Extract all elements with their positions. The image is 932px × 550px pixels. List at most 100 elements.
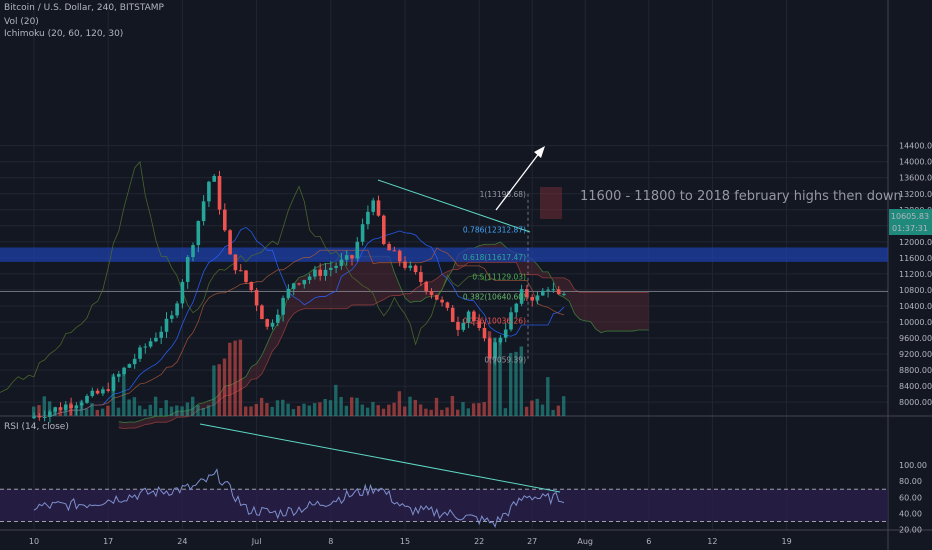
candle-body (376, 200, 381, 216)
candle-body (244, 270, 248, 282)
volume-bar (466, 408, 470, 416)
candle-body (435, 294, 439, 300)
rsi-tick-label: 60.00 (899, 493, 922, 502)
candle-body (32, 416, 36, 419)
candle-body (382, 215, 386, 245)
price-tick-label: 9600.00 (899, 334, 932, 343)
rsi-trendline (199, 423, 561, 493)
volume-bar (445, 407, 449, 416)
volume-bar (493, 337, 497, 416)
candle-body (101, 389, 105, 394)
chart-annotation-text[interactable]: 11600 - 11800 to 2018 february highs the… (580, 189, 902, 204)
candle-body (132, 358, 137, 365)
fib-level-label: 0.236(10036.26) (463, 317, 526, 326)
fib-level-label: 0.382(10640.60) (463, 292, 526, 301)
volume-bar (275, 400, 280, 416)
price-tick-label: 8800.00 (899, 366, 932, 375)
candle-body (450, 307, 455, 322)
volume-bar (291, 409, 296, 416)
price-tick-label: 9200.00 (899, 350, 932, 359)
volume-bar (196, 405, 200, 416)
candle-body (318, 269, 322, 276)
volume-bar (509, 352, 513, 416)
candle-body (307, 276, 312, 280)
volume-bar (371, 401, 375, 416)
candle-body (42, 416, 47, 418)
candle-body (281, 297, 285, 315)
bar-countdown: 01:37:31 (892, 224, 928, 233)
volume-bar (85, 408, 89, 416)
volume-bar (95, 409, 99, 416)
candle-body (254, 290, 259, 306)
candle-body (238, 270, 243, 272)
candle-body (69, 404, 73, 408)
candle-body (509, 312, 513, 330)
price-tick-label: 13600.00 (899, 174, 932, 183)
rsi-legend[interactable]: RSI (14, close) (4, 422, 69, 432)
candle-body (408, 265, 413, 268)
candle-body (535, 295, 540, 301)
ichimoku-legend[interactable]: Ichimoku (20, 60, 120, 30) (4, 29, 124, 39)
volume-bar (323, 398, 327, 416)
candle-body (413, 265, 418, 273)
price-tick-label: 14400.00 (899, 142, 932, 151)
volume-bar (228, 342, 232, 416)
volume-bar (138, 405, 142, 416)
volume-bar (392, 402, 396, 416)
candle-body (392, 250, 397, 252)
volume-bar (355, 397, 359, 416)
ichimoku-cloud (118, 241, 649, 429)
volume-bar (318, 402, 322, 416)
candle-body (503, 329, 508, 338)
volume-bar (116, 407, 121, 416)
price-tick-label: 8400.00 (899, 382, 932, 391)
candle-body (148, 341, 153, 347)
time-tick-label: 12 (707, 537, 717, 546)
volume-bar (424, 408, 428, 416)
candle-body (546, 289, 550, 291)
volume-legend[interactable]: Vol (20) (4, 17, 39, 27)
volume-bar (360, 404, 364, 416)
candle-body (519, 289, 524, 304)
volume-bar (540, 404, 545, 416)
price-tick-label: 10400.00 (899, 302, 932, 311)
candle-body (440, 299, 444, 303)
volume-bar (302, 403, 306, 416)
rsi-tick-label: 80.00 (899, 477, 922, 486)
candle-body (196, 221, 201, 246)
time-tick-label: Aug (577, 537, 593, 546)
volume-bar (403, 406, 407, 416)
candle-body (461, 322, 466, 330)
candle-body (366, 211, 370, 225)
price-tick-label: 11200.00 (899, 270, 932, 279)
price-tick-label: 13200.00 (899, 190, 932, 199)
candlestick-series (32, 170, 566, 423)
candle-body (170, 315, 174, 319)
volume-bar (122, 372, 126, 416)
volume-bar (254, 403, 258, 416)
candle-body (419, 272, 423, 282)
volume-bar (503, 408, 508, 416)
volume-bar (365, 407, 370, 416)
time-tick-label: 15 (400, 537, 410, 546)
volume-bar (191, 396, 195, 416)
candle-body (424, 281, 428, 292)
candle-body (297, 283, 301, 285)
volume-bar (456, 409, 460, 416)
candle-body (429, 291, 434, 295)
candle-body (265, 319, 269, 327)
candle-body (154, 337, 158, 342)
time-tick-label: 10 (29, 537, 39, 546)
candle-body (403, 261, 407, 268)
candle-body (286, 288, 291, 298)
volume-bar (265, 403, 269, 416)
candle-body (180, 281, 185, 304)
candle-body (122, 367, 126, 374)
volume-bar (514, 351, 518, 416)
volume-bar (551, 409, 555, 416)
volume-bar (238, 339, 243, 416)
volume-bar (307, 405, 311, 416)
candle-body (270, 322, 275, 327)
price-tick-label: 10800.00 (899, 286, 932, 295)
